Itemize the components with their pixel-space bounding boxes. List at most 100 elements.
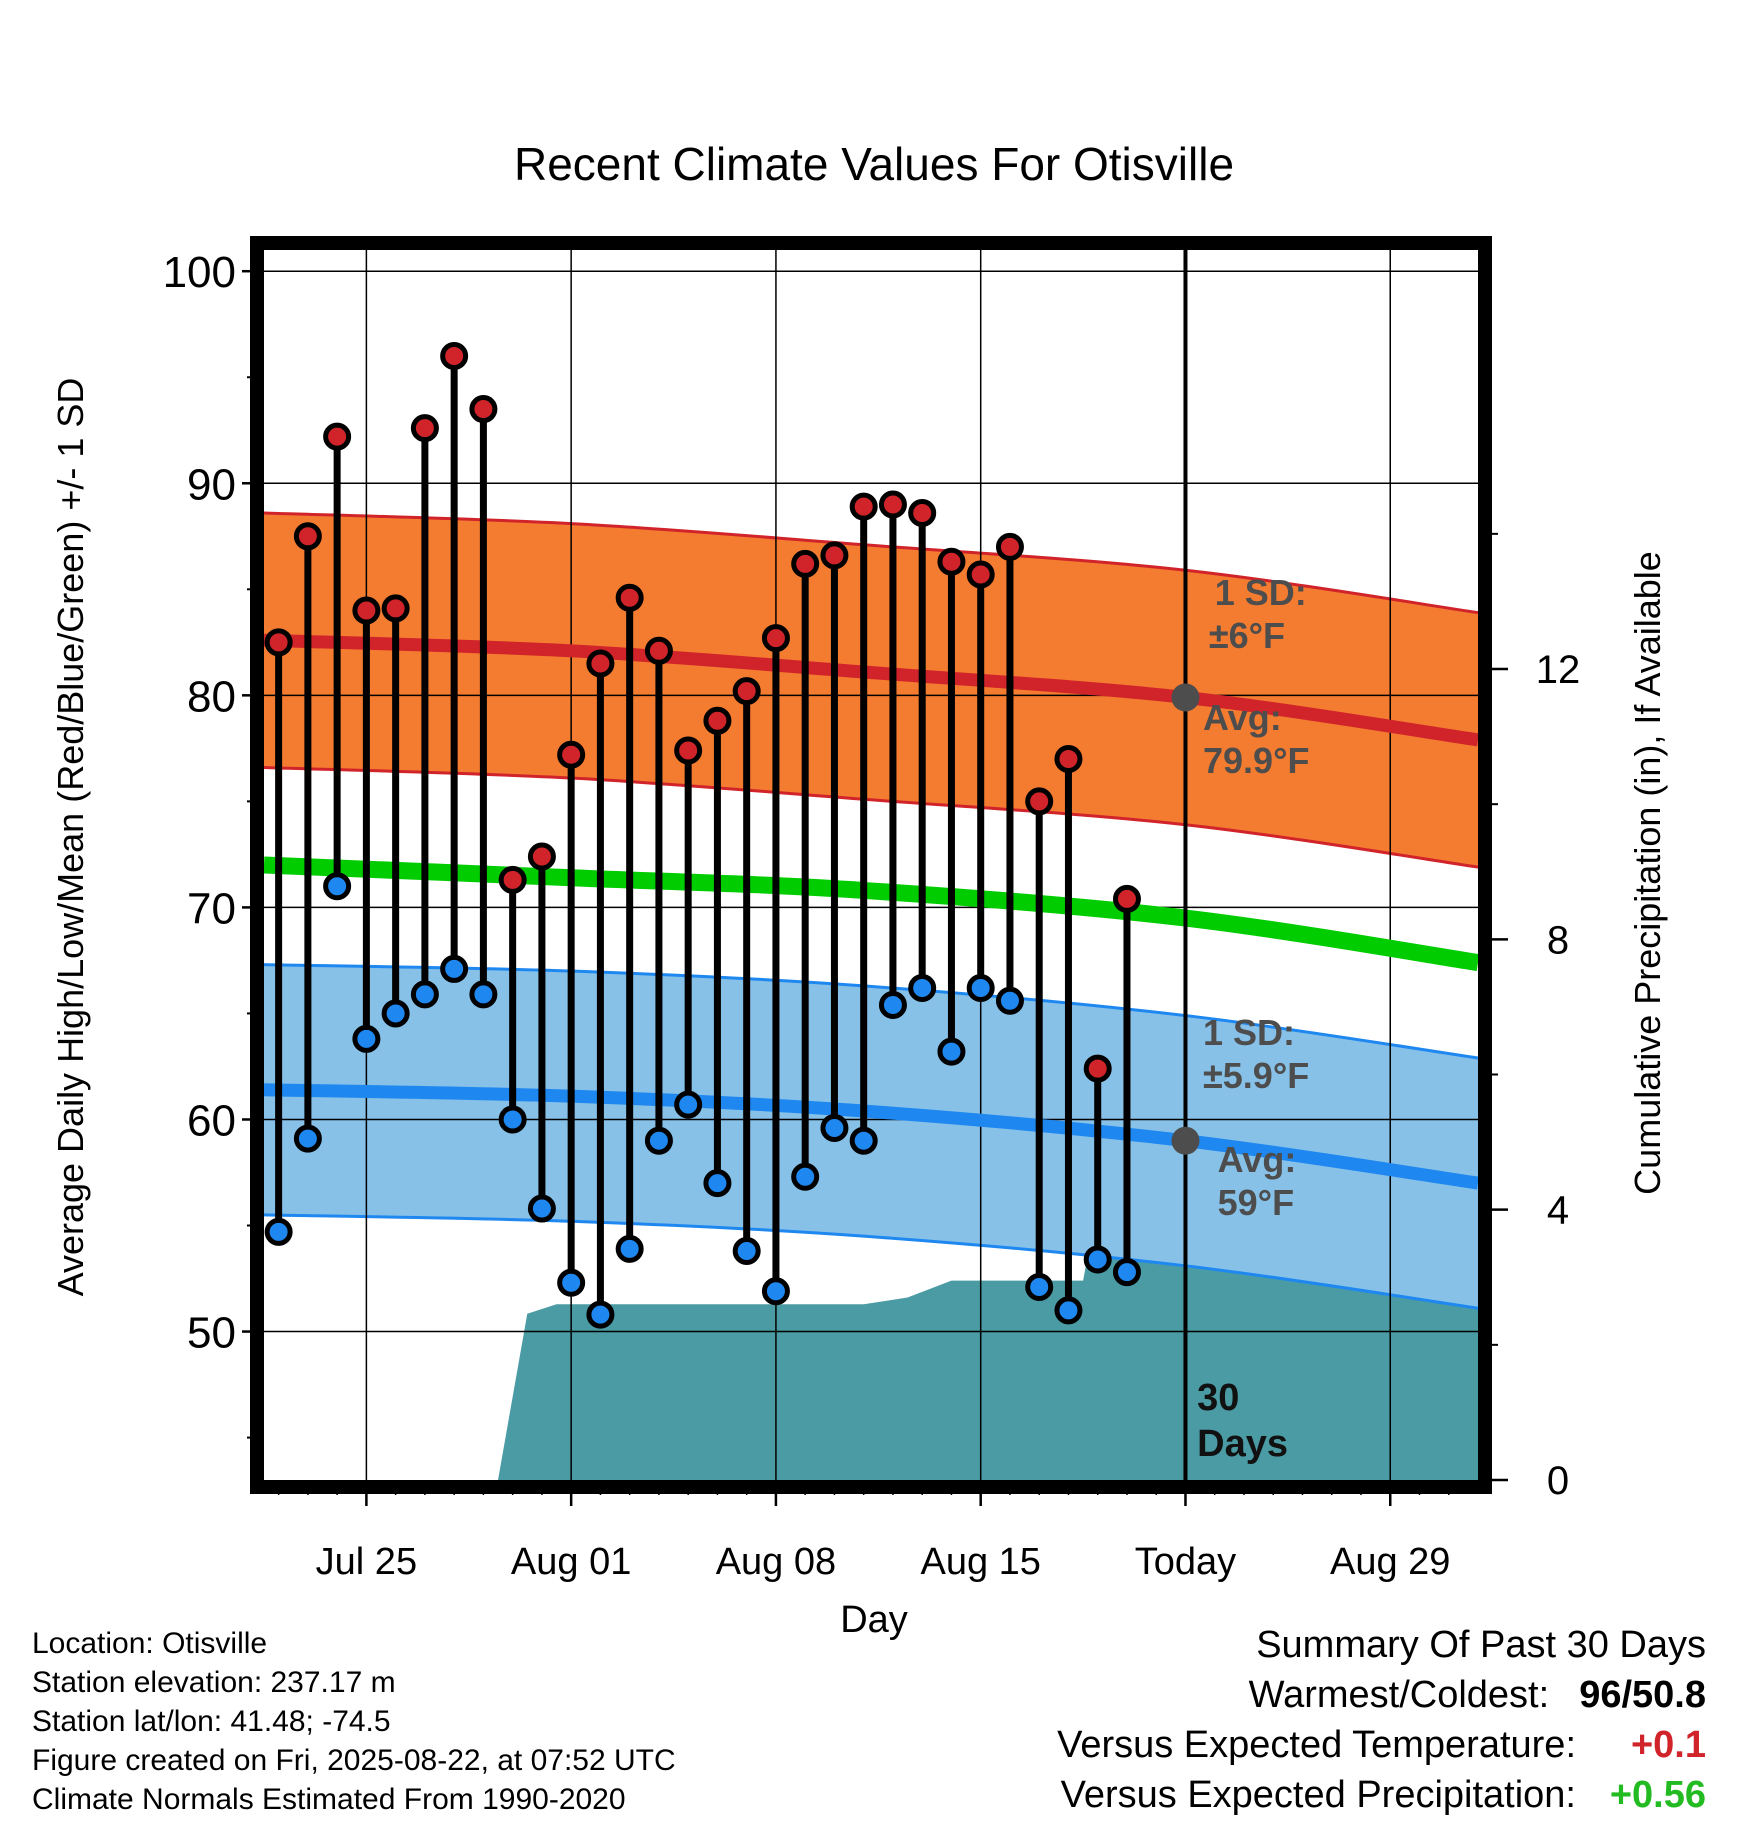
daily-high-point — [820, 541, 849, 570]
daily-high-point — [1112, 884, 1141, 913]
daily-high-point — [674, 736, 703, 765]
daily-low-point — [1112, 1258, 1141, 1287]
daily-low-point — [995, 986, 1024, 1015]
high-avg-value: 79.9°F — [1203, 740, 1309, 781]
daily-low-point — [703, 1169, 732, 1198]
x-tick-label: Aug 08 — [716, 1541, 836, 1583]
summary-panel: Summary Of Past 30 Days Warmest/Coldest:… — [1057, 1620, 1706, 1820]
daily-high-point — [1083, 1054, 1112, 1083]
station-elevation: Station elevation: 237.17 m — [32, 1666, 396, 1699]
y-axis-label: Average Daily High/Low/Mean (Red/Blue/Gr… — [50, 378, 91, 1297]
high-sd-band — [264, 512, 1478, 868]
daily-low-point — [644, 1126, 673, 1155]
low-sd-label: 1 SD: — [1203, 1012, 1295, 1053]
daily-low-point — [410, 980, 439, 1009]
high-avg-label: Avg: — [1203, 697, 1282, 738]
y-tick-label: 100 — [163, 248, 236, 297]
low-avg-label: Avg: — [1218, 1139, 1297, 1180]
summary-temperature: Versus Expected Temperature: +0.1 — [1057, 1720, 1706, 1770]
daily-low-point — [1054, 1296, 1083, 1325]
low-sd-lower-edge — [264, 1213, 1478, 1310]
daily-low-point — [732, 1236, 761, 1265]
y2-tick-label: 4 — [1547, 1189, 1569, 1233]
daily-high-point — [381, 594, 410, 623]
daily-low-point — [966, 974, 995, 1002]
summary-precipitation: Versus Expected Precipitation: +0.56 — [1057, 1770, 1706, 1820]
daily-high-point — [908, 498, 937, 527]
daily-high-point — [849, 492, 878, 521]
x-tick-label: Jul 25 — [316, 1541, 417, 1583]
y-tick-label: 70 — [187, 884, 236, 933]
warm-cold-label: Warmest/Coldest: — [1248, 1674, 1550, 1716]
x-axis-label: Day — [840, 1599, 908, 1641]
daily-low-point — [557, 1268, 586, 1297]
daily-high-point — [469, 395, 498, 424]
daily-low-point — [674, 1090, 703, 1119]
plot-frame — [250, 236, 1492, 1494]
daily-high-point — [527, 842, 556, 871]
daily-low-point — [878, 990, 907, 1019]
warmest-value: 96 — [1579, 1674, 1622, 1716]
daily-low-point — [820, 1113, 849, 1142]
daily-high-point — [586, 649, 615, 678]
daily-low-point — [1083, 1245, 1112, 1274]
x-tick-label: Aug 15 — [920, 1541, 1040, 1583]
y-tick-label: 50 — [187, 1309, 236, 1358]
daily-low-point — [615, 1234, 644, 1263]
daily-low-point — [791, 1162, 820, 1191]
period-number: 30 — [1197, 1377, 1239, 1419]
marks-layer — [264, 342, 1141, 1329]
daily-high-point — [966, 560, 995, 589]
daily-high-point — [264, 628, 293, 657]
daily-high-point — [1025, 787, 1054, 816]
daily-high-point — [703, 706, 732, 735]
daily-low-point — [293, 1124, 322, 1153]
daily-high-point — [615, 583, 644, 612]
temp-value: +0.1 — [1630, 1724, 1706, 1766]
low-sd-value: ±5.9°F — [1203, 1055, 1309, 1096]
daily-high-point — [557, 740, 586, 769]
daily-low-point — [498, 1105, 527, 1134]
daily-low-point — [440, 954, 469, 983]
chart-title: Recent Climate Values For Otisville — [514, 138, 1234, 190]
daily-low-point — [908, 974, 937, 1002]
y-tick-label: 60 — [187, 1096, 236, 1145]
daily-high-point — [732, 677, 761, 706]
daily-low-point — [323, 872, 352, 901]
x-tick-label: Aug 01 — [511, 1541, 631, 1583]
daily-low-point — [586, 1300, 615, 1329]
warm-cold-value: 96/50.8 — [1579, 1674, 1706, 1716]
y2-tick-label: 0 — [1547, 1459, 1569, 1503]
y-tick-label: 90 — [187, 460, 236, 509]
daily-high-point — [352, 596, 381, 625]
daily-high-point — [293, 522, 322, 551]
daily-low-point — [469, 980, 498, 1009]
daily-low-point — [352, 1024, 381, 1053]
coldest-value: 50.8 — [1632, 1674, 1706, 1716]
temp-label: Versus Expected Temperature: — [1057, 1724, 1576, 1766]
daily-low-point — [264, 1217, 293, 1246]
y2-tick-label: 8 — [1547, 918, 1569, 962]
daily-high-point — [1054, 744, 1083, 773]
low-avg-value: 59°F — [1218, 1182, 1294, 1223]
station-info: Location: Otisville Station elevation: 2… — [32, 1624, 676, 1819]
daily-high-point — [761, 624, 790, 653]
normal-mean-line — [264, 856, 1478, 971]
climate-normals-period: Climate Normals Estimated From 1990-2020 — [32, 1783, 626, 1816]
station-location: Location: Otisville — [32, 1627, 268, 1660]
daily-low-point — [527, 1194, 556, 1223]
station-latlon: Station lat/lon: 41.48; -74.5 — [32, 1705, 391, 1738]
y2-tick-label: 12 — [1536, 648, 1581, 692]
y2-axis-label: Cumulative Precipitation (in), If Availa… — [1627, 551, 1668, 1195]
daily-high-point — [937, 547, 966, 576]
precip-label: Versus Expected Precipitation: — [1060, 1774, 1576, 1816]
period-unit: Days — [1197, 1423, 1288, 1465]
today-normal-low-marker — [1171, 1126, 1200, 1155]
daily-high-point — [498, 865, 527, 894]
daily-high-point — [995, 532, 1024, 561]
daily-high-point — [410, 414, 439, 443]
daily-high-point — [878, 490, 907, 519]
high-sd-value: ±6°F — [1209, 615, 1285, 656]
axes-layer: 50 60 70 80 90 100 0 4 8 12 Jul 25 Aug 01 Aug 08 Aug … — [163, 236, 1581, 1583]
